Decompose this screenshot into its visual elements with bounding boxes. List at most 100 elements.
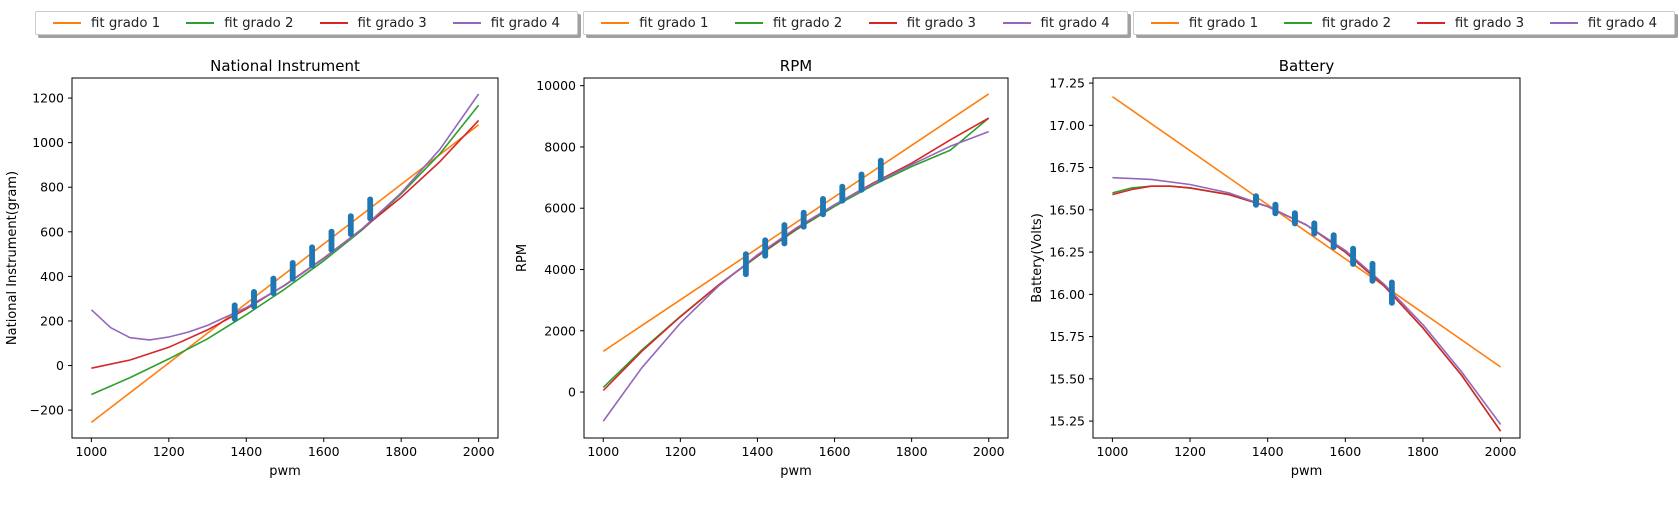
legend-panel-2: fit grado 1 fit grado 2 fit grado 3 fit gra… (583, 11, 1128, 35)
legend-label: fit grado 3 (357, 15, 427, 31)
y-tick-label: 16.00 (1049, 287, 1085, 302)
axes-frame (1092, 77, 1521, 439)
x-tick-label: 1400 (1252, 444, 1284, 459)
series-line-fit-grado-2 (1112, 185, 1502, 432)
x-tick-label: 2000 (463, 444, 495, 459)
y-tick-label: 1200 (32, 91, 64, 106)
x-tick-label: 1600 (1329, 444, 1361, 459)
x-tick-label: 1200 (153, 444, 185, 459)
scatter-point (1369, 260, 1376, 267)
legend-swatch (53, 22, 82, 24)
series-line-fit-grado-3 (1112, 185, 1502, 432)
scatter-point (877, 157, 884, 164)
scatter-point (858, 171, 865, 178)
scatter-point (1272, 201, 1279, 208)
y-tick-label: 800 (40, 180, 64, 195)
legend-label: fit grado 3 (906, 15, 976, 31)
series-group (90, 93, 480, 424)
y-tick-label: 0 (56, 358, 64, 373)
chart-title: RPM (780, 57, 812, 75)
legend-entry: fit grado 2 (186, 16, 293, 31)
scatter-point (1253, 193, 1259, 200)
scatter-group (742, 157, 884, 278)
series-line-fit-grado-3 (91, 119, 480, 369)
legend-label: fit grado 1 (1188, 15, 1259, 31)
y-tick-label: 17.25 (1049, 76, 1085, 91)
scatter-point (1388, 279, 1395, 286)
series-line-fit-grado-2 (91, 104, 480, 396)
y-tick-label: 15.75 (1049, 329, 1085, 344)
legend-panel-3: fit grado 1 fit grado 2 fit grado 3 fit gra… (1133, 11, 1675, 35)
x-tick-label: 2000 (973, 444, 1005, 459)
y-tick-label: 16.75 (1049, 160, 1085, 175)
y-tick-label: 16.25 (1049, 245, 1085, 260)
legend-swatch (1416, 22, 1445, 24)
legend-label: fit grado 4 (490, 15, 560, 31)
axes-frame (71, 77, 499, 439)
legend-label: fit grado 2 (1321, 15, 1392, 31)
x-tick-label: 1400 (742, 444, 774, 459)
legend-label: fit grado 1 (91, 15, 161, 31)
legend-swatch (186, 22, 215, 24)
x-tick-label: 1000 (75, 444, 107, 459)
scatter-point (347, 213, 354, 220)
legend-entry: fit grado 1 (601, 16, 708, 31)
legend-entry: fit grado 1 (1150, 15, 1259, 31)
y-tick-label: 0 (568, 385, 576, 400)
legend-entry: fit grado 3 (319, 15, 427, 31)
legend-swatch (601, 22, 630, 24)
scatter-point (762, 237, 769, 244)
x-tick-label: 1800 (385, 444, 417, 459)
legend-swatch (1549, 22, 1578, 24)
x-tick-label: 1600 (819, 444, 851, 459)
legend-entry: fit grado 3 (1416, 16, 1524, 31)
y-tick-label: 600 (40, 224, 64, 239)
axes-frame (583, 77, 1009, 439)
scatter-point (1330, 232, 1337, 239)
series-line-fit-grado-1 (1111, 95, 1502, 368)
legend-swatch (1283, 22, 1312, 24)
y-axis-label: RPM (515, 244, 530, 272)
y-tick-label: 400 (40, 269, 64, 284)
legend-entry: fit grado 4 (1002, 15, 1110, 31)
y-tick-label: 15.50 (1049, 371, 1085, 386)
y-tick-label: 8000 (544, 139, 576, 154)
x-tick-label: 1800 (1407, 444, 1439, 459)
x-tick-label: 1000 (587, 444, 619, 459)
scatter-point (1291, 210, 1298, 217)
legend-swatch (1002, 22, 1031, 24)
legend-entry: fit grado 3 (868, 15, 976, 31)
chart-title: Battery (1279, 57, 1335, 75)
legend-label: fit grado 2 (224, 15, 294, 31)
y-axis-label: Battery(Volts) (1030, 213, 1045, 303)
scatter-point (820, 196, 826, 202)
legend-swatch (452, 22, 481, 24)
legend-panel-1: fit grado 1 fit grado 2 fit grado 3 fit gra… (35, 11, 578, 35)
y-tick-label: 2000 (544, 323, 576, 338)
legend-label: fit grado 4 (1587, 15, 1658, 31)
scatter-point (309, 244, 316, 251)
y-tick-label: 200 (40, 313, 64, 328)
y-tick-label: 15.25 (1049, 414, 1085, 429)
x-tick-label: 1200 (1174, 444, 1206, 459)
scatter-point (1311, 220, 1318, 227)
y-tick-label: 1000 (32, 135, 64, 150)
series-line-fit-grado-1 (602, 93, 990, 352)
legend-swatch (735, 22, 764, 24)
legend-entry: fit grado 2 (1283, 15, 1392, 31)
series-group (1111, 95, 1502, 432)
scatter-group (231, 196, 374, 322)
series-line-fit-grado-4 (602, 130, 989, 422)
legend-swatch (868, 22, 897, 24)
scatter-point (1350, 245, 1357, 252)
chart-title: National Instrument (210, 57, 360, 75)
legend-label: fit grado 2 (773, 15, 843, 31)
legend-label: fit grado 4 (1040, 15, 1110, 31)
series-line-fit-grado-1 (90, 124, 480, 424)
series-line-fit-grado-4 (1112, 176, 1502, 425)
series-line-fit-grado-2 (602, 117, 990, 388)
legend-swatch (1150, 22, 1179, 24)
x-axis-label: pwm (780, 464, 812, 479)
scatter-point (251, 289, 257, 295)
